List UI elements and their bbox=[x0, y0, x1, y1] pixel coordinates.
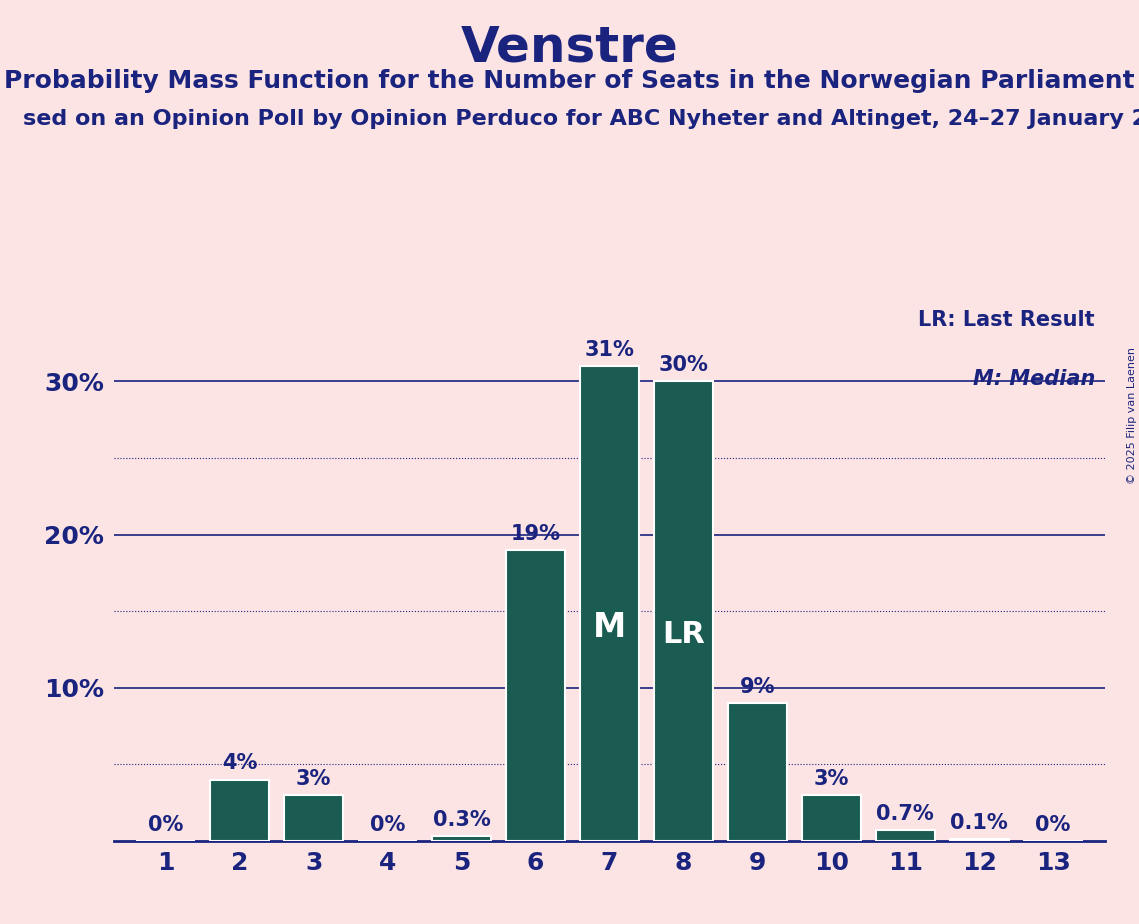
Text: 0.3%: 0.3% bbox=[433, 810, 491, 830]
Text: 31%: 31% bbox=[584, 340, 634, 360]
Bar bbox=[284, 795, 343, 841]
Text: 3%: 3% bbox=[296, 769, 331, 789]
Text: 19%: 19% bbox=[510, 524, 560, 544]
Text: 9%: 9% bbox=[739, 677, 775, 697]
Text: 0%: 0% bbox=[148, 815, 183, 834]
Text: 3%: 3% bbox=[813, 769, 849, 789]
Bar bbox=[210, 780, 269, 841]
Text: Probability Mass Function for the Number of Seats in the Norwegian Parliament: Probability Mass Function for the Number… bbox=[5, 69, 1134, 93]
Text: LR: Last Result: LR: Last Result bbox=[918, 310, 1095, 330]
Text: 0.1%: 0.1% bbox=[950, 813, 1008, 833]
Text: © 2025 Filip van Laenen: © 2025 Filip van Laenen bbox=[1126, 347, 1137, 484]
Text: M: M bbox=[592, 611, 626, 644]
Bar bbox=[802, 795, 861, 841]
Text: 0.7%: 0.7% bbox=[876, 804, 934, 824]
Text: 0%: 0% bbox=[370, 815, 405, 834]
Text: 0%: 0% bbox=[1035, 815, 1071, 834]
Bar bbox=[580, 366, 639, 841]
Bar bbox=[432, 836, 491, 841]
Text: LR: LR bbox=[662, 620, 705, 649]
Text: 4%: 4% bbox=[222, 753, 257, 773]
Bar bbox=[506, 550, 565, 841]
Text: 30%: 30% bbox=[658, 356, 708, 375]
Bar bbox=[728, 703, 787, 841]
Text: M: Median: M: Median bbox=[973, 370, 1095, 389]
Text: sed on an Opinion Poll by Opinion Perduco for ABC Nyheter and Altinget, 24–27 Ja: sed on an Opinion Poll by Opinion Perduc… bbox=[23, 109, 1139, 129]
Bar bbox=[950, 839, 1009, 841]
Bar bbox=[654, 382, 713, 841]
Text: Venstre: Venstre bbox=[460, 23, 679, 71]
Bar bbox=[876, 830, 935, 841]
